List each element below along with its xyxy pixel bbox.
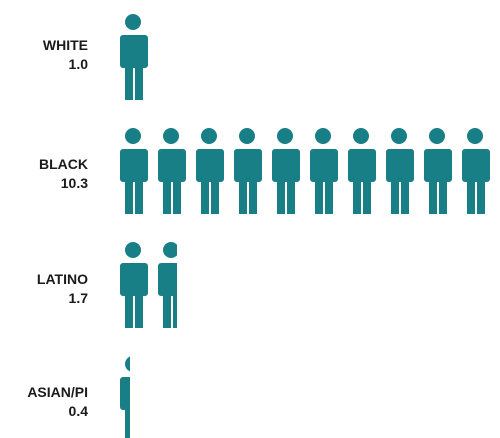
row-label-asian-pi: ASIAN/PI 0.4 <box>0 383 88 421</box>
person-icon <box>462 128 490 214</box>
row-label-black: BLACK 10.3 <box>0 155 88 193</box>
person-icon <box>234 128 262 214</box>
category-label: BLACK <box>39 156 88 172</box>
value-label: 10.3 <box>60 175 88 191</box>
person-icon <box>120 14 148 100</box>
person-icon <box>310 128 338 214</box>
category-label: ASIAN/PI <box>27 384 88 400</box>
person-icon <box>120 128 148 214</box>
person-icon <box>120 356 130 438</box>
value-label: 1.0 <box>68 56 88 72</box>
row-label-white: WHITE 1.0 <box>0 36 88 74</box>
person-icon <box>120 242 148 328</box>
category-label: LATINO <box>36 271 88 287</box>
row-label-latino: LATINO 1.7 <box>0 270 88 308</box>
person-icon <box>272 128 300 214</box>
category-label: WHITE <box>42 37 88 53</box>
person-icon <box>158 242 177 328</box>
person-icon <box>158 128 186 214</box>
person-icon <box>196 128 224 214</box>
value-label: 0.4 <box>68 403 88 419</box>
person-icon <box>386 128 414 214</box>
value-label: 1.7 <box>68 290 88 306</box>
person-icon <box>348 128 376 214</box>
person-icon <box>424 128 452 214</box>
